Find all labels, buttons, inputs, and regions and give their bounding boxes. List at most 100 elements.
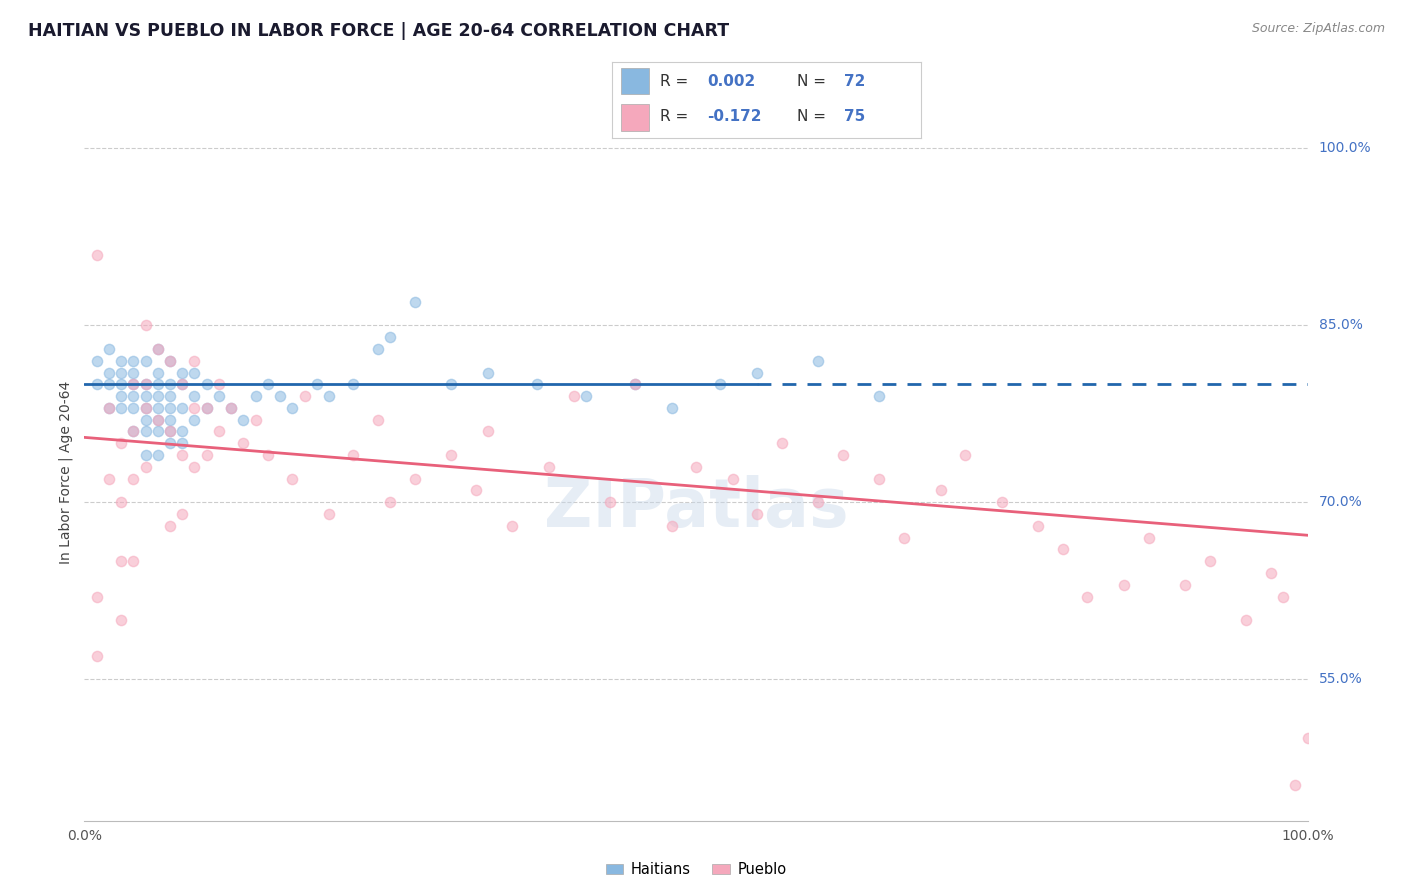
Point [183,459,205,474]
Point [281,401,304,415]
Text: -0.172: -0.172 [707,109,762,124]
Point [172,436,194,450]
Point [146,401,169,415]
Point [135,401,157,415]
Point [869,472,891,486]
Point [135,401,157,415]
Text: 85.0%: 85.0% [1319,318,1362,333]
Point [661,401,683,415]
Point [526,377,548,392]
Point [172,448,194,462]
Point [97,377,120,392]
Point [135,353,157,368]
Point [599,495,621,509]
Point [86,377,108,392]
Point [146,413,169,427]
Point [1272,590,1295,604]
Point [86,590,108,604]
Point [208,377,231,392]
Text: ZIPatlas: ZIPatlas [544,475,848,541]
Point [440,448,463,462]
Point [257,448,280,462]
Point [281,472,304,486]
Text: R =: R = [659,73,693,88]
Text: R =: R = [659,109,693,124]
Point [380,495,402,509]
Point [135,413,157,427]
Point [953,448,976,462]
Point [97,472,120,486]
Point [404,294,426,309]
Point [146,425,169,439]
Point [159,425,181,439]
Text: HAITIAN VS PUEBLO IN LABOR FORCE | AGE 20-64 CORRELATION CHART: HAITIAN VS PUEBLO IN LABOR FORCE | AGE 2… [28,22,730,40]
Point [807,495,830,509]
Point [195,401,218,415]
Legend: Haitians, Pueblo: Haitians, Pueblo [600,856,792,883]
Point [367,342,389,356]
Point [624,377,647,392]
Point [831,448,853,462]
Point [1052,542,1074,557]
Point [183,413,205,427]
Point [380,330,402,344]
Point [294,389,316,403]
Point [342,448,364,462]
Point [146,342,169,356]
Point [183,353,205,368]
Point [159,353,181,368]
Point [208,425,231,439]
Point [97,342,120,356]
Point [97,366,120,380]
Point [318,507,340,521]
Point [172,425,194,439]
Point [1296,731,1319,745]
Point [183,389,205,403]
Point [464,483,486,498]
Point [122,425,145,439]
Point [1260,566,1282,580]
Y-axis label: In Labor Force | Age 20-64: In Labor Force | Age 20-64 [59,381,73,565]
Text: Source: ZipAtlas.com: Source: ZipAtlas.com [1251,22,1385,36]
Point [135,448,157,462]
Text: 75: 75 [844,109,865,124]
Point [146,366,169,380]
Point [685,459,707,474]
Text: 0.002: 0.002 [707,73,756,88]
Point [404,472,426,486]
Point [122,377,145,392]
Point [86,353,108,368]
Point [440,377,463,392]
Text: N =: N = [797,73,831,88]
Point [893,531,915,545]
Text: 100.0%: 100.0% [1319,142,1371,155]
Point [110,377,132,392]
Point [624,377,647,392]
Point [501,518,523,533]
Point [232,436,254,450]
Point [159,425,181,439]
Text: 55.0%: 55.0% [1319,673,1362,686]
Point [1198,554,1220,568]
Text: 70.0%: 70.0% [1319,495,1362,509]
Point [122,472,145,486]
Point [477,366,499,380]
Point [172,377,194,392]
Point [195,401,218,415]
Point [110,613,132,627]
Point [1234,613,1257,627]
Point [146,448,169,462]
Point [245,389,267,403]
Point [110,366,132,380]
FancyBboxPatch shape [621,104,648,130]
Point [257,377,280,392]
Point [208,389,231,403]
Point [219,401,242,415]
Point [232,413,254,427]
Point [122,554,145,568]
Point [562,389,585,403]
Point [122,377,145,392]
Text: 72: 72 [844,73,865,88]
Point [318,389,340,403]
Point [97,401,120,415]
